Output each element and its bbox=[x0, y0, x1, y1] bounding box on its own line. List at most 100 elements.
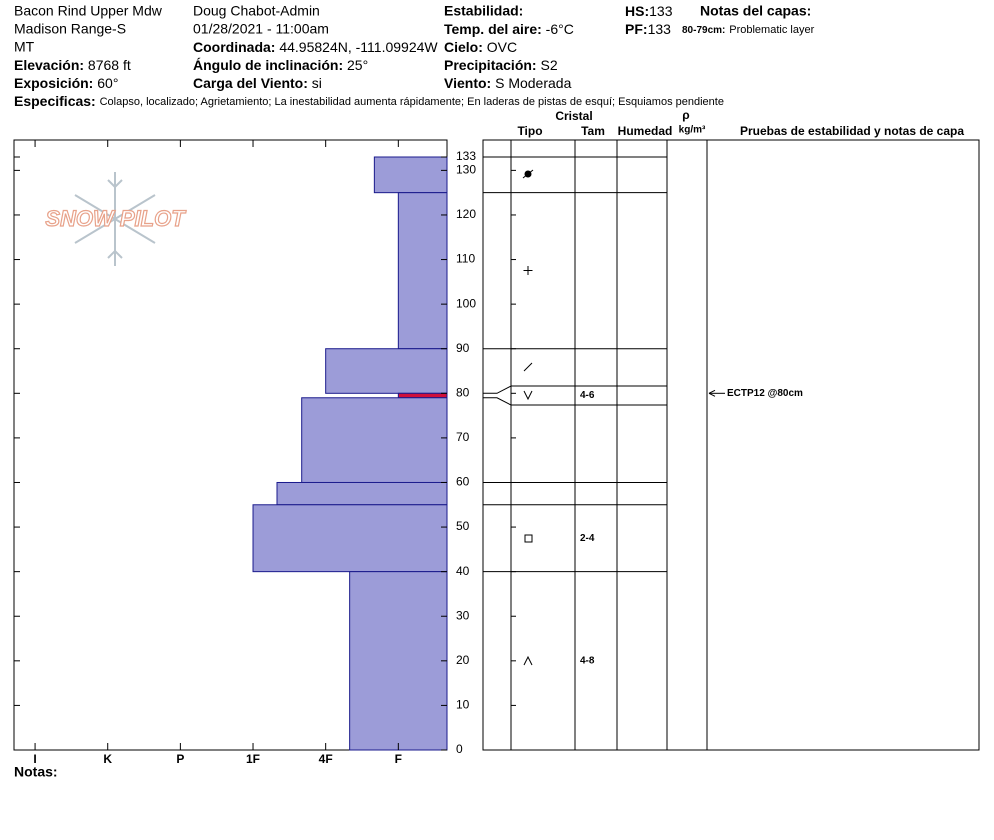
wind-loading: Carga del Viento: si bbox=[193, 75, 322, 91]
y-tick-label: 60 bbox=[456, 475, 470, 489]
hardness-bar bbox=[301, 397, 448, 483]
col-header: Cristal bbox=[555, 109, 592, 123]
text: Colapso, localizado; Agrietamiento; La i… bbox=[100, 96, 724, 108]
location: Bacon Rind Upper Mdw bbox=[14, 3, 163, 19]
test-text: ECTP12 @80cm bbox=[727, 388, 803, 399]
table-frame bbox=[482, 139, 980, 751]
value: si bbox=[312, 75, 322, 91]
y-tick-label: 110 bbox=[456, 252, 475, 266]
grain-size: 2-4 bbox=[580, 533, 595, 544]
col-header: kg/m³ bbox=[679, 125, 706, 136]
grain-symbol bbox=[523, 266, 533, 275]
value: -6°C bbox=[546, 21, 574, 37]
y-tick-label: 70 bbox=[456, 430, 470, 444]
observer: Doug Chabot-Admin bbox=[193, 3, 320, 19]
y-tick-label: 50 bbox=[456, 519, 470, 533]
elevation: Elevación: 8768 ft bbox=[14, 57, 131, 73]
label: Cielo: bbox=[444, 39, 483, 55]
col-header: ρ bbox=[682, 108, 689, 122]
hardness-bar bbox=[276, 481, 448, 506]
layer-note: 80-79cm: Problematic layer bbox=[682, 21, 815, 37]
value: OVC bbox=[487, 39, 517, 55]
datetime: 01/28/2021 - 11:00am bbox=[193, 21, 329, 37]
hardness-bar bbox=[349, 571, 448, 751]
x-tick-label: P bbox=[176, 752, 184, 766]
y-tick-label: 90 bbox=[456, 341, 470, 355]
aspect: Exposición: 60° bbox=[14, 75, 118, 91]
label: Ángulo de inclinación: bbox=[193, 57, 343, 73]
air-temp: Temp. del aire: -6°C bbox=[444, 21, 574, 37]
label: HS: bbox=[625, 3, 649, 19]
label: Temp. del aire: bbox=[444, 21, 542, 37]
col-header: Tam bbox=[581, 124, 605, 138]
value: S2 bbox=[540, 57, 557, 73]
y-tick-label: 130 bbox=[456, 163, 476, 177]
sky: Cielo: OVC bbox=[444, 39, 517, 55]
hardness-bar bbox=[373, 156, 448, 194]
x-tick-label: 4F bbox=[319, 752, 333, 766]
hardness-bar bbox=[252, 504, 448, 573]
col-header: Tipo bbox=[517, 124, 542, 138]
y-tick-label: 30 bbox=[456, 608, 470, 622]
layer-notes-label: Notas del capas: bbox=[700, 3, 811, 19]
col-header: Humedad bbox=[618, 124, 673, 138]
label: Viento: bbox=[444, 75, 491, 91]
grain-symbol bbox=[523, 655, 533, 666]
x-tick-label: I bbox=[33, 752, 36, 766]
location: Madison Range-S bbox=[14, 21, 126, 37]
value: 133 bbox=[649, 3, 673, 19]
x-tick-label: K bbox=[103, 752, 112, 766]
x-tick-label: 1F bbox=[246, 752, 260, 766]
logo-flake bbox=[74, 172, 156, 266]
hardness-bar bbox=[397, 392, 448, 399]
label: PF: bbox=[625, 21, 648, 37]
stability: Estabilidad: bbox=[444, 3, 523, 19]
label: Especificas: bbox=[14, 93, 96, 109]
y-tick-label: 20 bbox=[456, 653, 470, 667]
y-tick-label: 0 bbox=[456, 742, 463, 756]
notes-label: Notas: bbox=[14, 764, 58, 780]
specifics: Especificas: Colapso, localizado; Agriet… bbox=[14, 93, 724, 109]
hs: HS:133 bbox=[625, 3, 673, 19]
pf: PF:133 bbox=[625, 21, 671, 37]
label: Coordinada: bbox=[193, 39, 275, 55]
grain-symbol bbox=[524, 534, 533, 543]
grain-symbol bbox=[523, 362, 533, 372]
hardness-bar bbox=[325, 348, 448, 394]
logo: SNOW PILOT bbox=[45, 206, 186, 231]
value: 44.95824N, -111.09924W bbox=[279, 39, 438, 55]
range: 80-79cm: bbox=[682, 25, 725, 36]
y-tick-label: 120 bbox=[456, 207, 476, 221]
grain-symbols bbox=[522, 169, 534, 666]
label: Elevación: bbox=[14, 57, 84, 73]
row-connector bbox=[483, 385, 512, 394]
value: 25° bbox=[347, 57, 368, 73]
hardness-bar bbox=[397, 192, 448, 350]
col-header: Pruebas de estabilidad y notas de capa bbox=[740, 124, 964, 138]
wind: Viento: S Moderada bbox=[444, 75, 572, 91]
label: Carga del Viento: bbox=[193, 75, 308, 91]
value: S Moderada bbox=[495, 75, 571, 91]
grain-symbol bbox=[522, 169, 534, 179]
y-tick-label: 80 bbox=[456, 385, 470, 399]
x-tick-label: F bbox=[395, 752, 402, 766]
location: MT bbox=[14, 39, 35, 55]
value: 8768 ft bbox=[88, 57, 131, 73]
grain-size: 4-6 bbox=[580, 390, 595, 401]
row-connector bbox=[483, 397, 512, 406]
label: Exposición: bbox=[14, 75, 93, 91]
y-tick-label: 133 bbox=[456, 149, 476, 163]
value: 133 bbox=[648, 21, 672, 37]
y-tick-label: 100 bbox=[456, 296, 476, 310]
grain-symbol bbox=[523, 390, 533, 401]
y-tick-label: 10 bbox=[456, 698, 470, 712]
coordinates: Coordinada: 44.95824N, -111.09924W bbox=[193, 39, 438, 55]
text: Problematic layer bbox=[729, 24, 814, 36]
precip: Precipitación: S2 bbox=[444, 57, 558, 73]
label: Precipitación: bbox=[444, 57, 537, 73]
value: 60° bbox=[97, 75, 118, 91]
y-tick-label: 40 bbox=[456, 564, 470, 578]
grain-size: 4-8 bbox=[580, 655, 595, 666]
